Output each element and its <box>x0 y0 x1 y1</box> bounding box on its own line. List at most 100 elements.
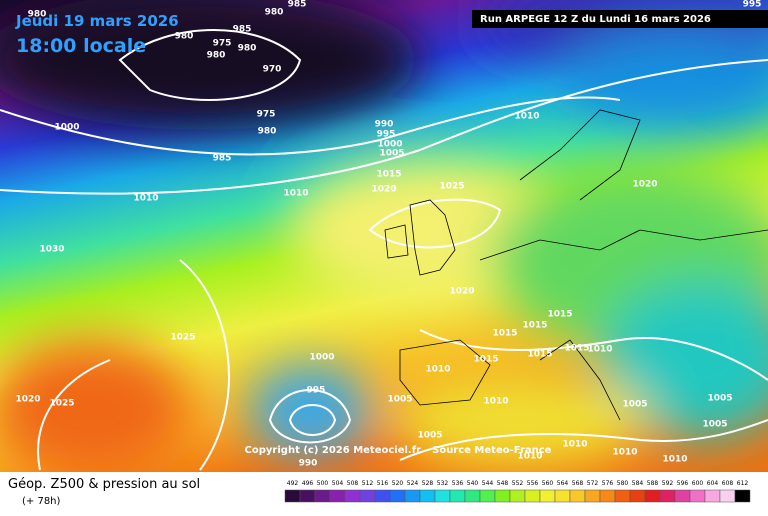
isobar-label: 1025 <box>49 399 74 409</box>
colorbar-label: 572 <box>587 480 599 487</box>
isobar-label: 1025 <box>170 333 195 343</box>
colorbar-swatch <box>614 489 631 503</box>
colorbar-swatch <box>359 489 376 503</box>
colorbar-swatch <box>689 489 706 503</box>
date: Jeudi 19 mars 2026 <box>15 12 179 30</box>
colorbar-label: 544 <box>482 480 494 487</box>
isobar-lines <box>0 29 768 471</box>
isobar-label: 995 <box>307 386 326 396</box>
isobar-label: 985 <box>213 154 232 164</box>
colorbar-swatch <box>419 489 436 503</box>
isobar-label: 1020 <box>371 185 396 195</box>
colorbar-swatch <box>734 489 751 503</box>
isobar-label: 990 <box>375 120 394 130</box>
isobar-label: 1010 <box>517 452 542 462</box>
colorbar-label: 560 <box>542 480 554 487</box>
isobar-label: 1030 <box>39 245 64 255</box>
colorbar-swatch <box>659 489 676 503</box>
isobar-label: 1015 <box>527 350 552 360</box>
colorbar-label: 604 <box>707 480 719 487</box>
colorbar-label: 596 <box>677 480 689 487</box>
colorbar-swatch <box>629 489 646 503</box>
colorbar-label: 508 <box>347 480 359 487</box>
isobar-label: 1005 <box>417 431 442 441</box>
isobar-label: 995 <box>743 0 762 10</box>
isobar-label: 1005 <box>702 420 727 430</box>
isobar-label: 1010 <box>514 112 539 122</box>
colorbar-label: 512 <box>362 480 374 487</box>
colorbar-swatch <box>599 489 616 503</box>
colorbar-swatch <box>569 489 586 503</box>
colorbar-swatch <box>554 489 571 503</box>
colorbar-label: 496 <box>302 480 314 487</box>
colorbar-label: 568 <box>572 480 584 487</box>
colorbar-label: 576 <box>602 480 614 487</box>
isobar-label: 1010 <box>283 189 308 199</box>
colorbar-label: 548 <box>497 480 509 487</box>
colorbar-swatch <box>494 489 511 503</box>
colorbar-label: 504 <box>332 480 344 487</box>
colorbar-label: 536 <box>452 480 464 487</box>
colorbar-label: 592 <box>662 480 674 487</box>
colorbar-label: 556 <box>527 480 539 487</box>
colorbar-label: 532 <box>437 480 449 487</box>
coastlines <box>384 109 768 421</box>
isobar-label: 1010 <box>483 397 508 407</box>
isobar-label: 995 <box>377 130 396 140</box>
isobar-label: 975 <box>213 39 232 49</box>
colorbar-swatch <box>314 489 331 503</box>
colorbar-label: 552 <box>512 480 524 487</box>
colorbar-swatch <box>524 489 541 503</box>
isobar-label: 1020 <box>15 395 40 405</box>
isobar-label: 980 <box>238 44 257 54</box>
isobar-label: 1000 <box>309 353 334 363</box>
isobar-label: 1010 <box>562 440 587 450</box>
isobar-label: 1010 <box>133 194 158 204</box>
colorbar-label: 540 <box>467 480 479 487</box>
isobar-label: 980 <box>207 51 226 61</box>
isobar-label: 1025 <box>439 182 464 192</box>
isobar-label: 1005 <box>707 394 732 404</box>
colorbar-swatch <box>464 489 481 503</box>
colorbar-label: 600 <box>692 480 704 487</box>
isobar-label: 1015 <box>547 310 572 320</box>
colorbar-swatch <box>344 489 361 503</box>
colorbar-swatch <box>674 489 691 503</box>
isobar-label: 1015 <box>522 321 547 331</box>
colorbar-label: 492 <box>287 480 299 487</box>
colorbar-label: 528 <box>422 480 434 487</box>
isobar-label: 980 <box>265 8 284 18</box>
isobar-labels: 980 985 980 985 980 975 980 980 970 1000 975 980 985… <box>15 0 761 469</box>
isobar-label: 1020 <box>632 180 657 190</box>
isobar-label: 1005 <box>379 149 404 159</box>
isobar-label: 990 <box>299 459 318 469</box>
colorbar-label: 580 <box>617 480 629 487</box>
colorbar-swatch <box>479 489 496 503</box>
isobar-label: 1010 <box>612 448 637 458</box>
colorbar-label: 612 <box>737 480 749 487</box>
colorbar-swatch <box>404 489 421 503</box>
run-box <box>472 10 768 28</box>
isobar-label: 1010 <box>425 365 450 375</box>
colorbar-swatch <box>704 489 721 503</box>
isobar-label: 980 <box>175 32 194 42</box>
colorbar-swatch <box>584 489 601 503</box>
colorbar-swatch <box>539 489 556 503</box>
isobar-label: 1020 <box>449 287 474 297</box>
copyright: Copyright (c) 2026 Meteociel.fr - Source… <box>245 445 552 456</box>
colorbar-label: 588 <box>647 480 659 487</box>
colorbar-label: 584 <box>632 480 644 487</box>
colorbar-label: 500 <box>317 480 329 487</box>
isobar-label: 980 <box>258 127 277 137</box>
colorbar-label: 608 <box>722 480 734 487</box>
colorbar-swatch <box>374 489 391 503</box>
isobar-label: 1010 <box>662 455 687 465</box>
isobar-label: 970 <box>263 65 282 75</box>
colorbar-swatch <box>719 489 736 503</box>
isobar-label: 1005 <box>622 400 647 410</box>
isobar-label: 1015 <box>376 170 401 180</box>
time: 18:00 locale <box>16 35 146 57</box>
colorbar-swatch <box>449 489 466 503</box>
colorbar-swatch <box>644 489 661 503</box>
